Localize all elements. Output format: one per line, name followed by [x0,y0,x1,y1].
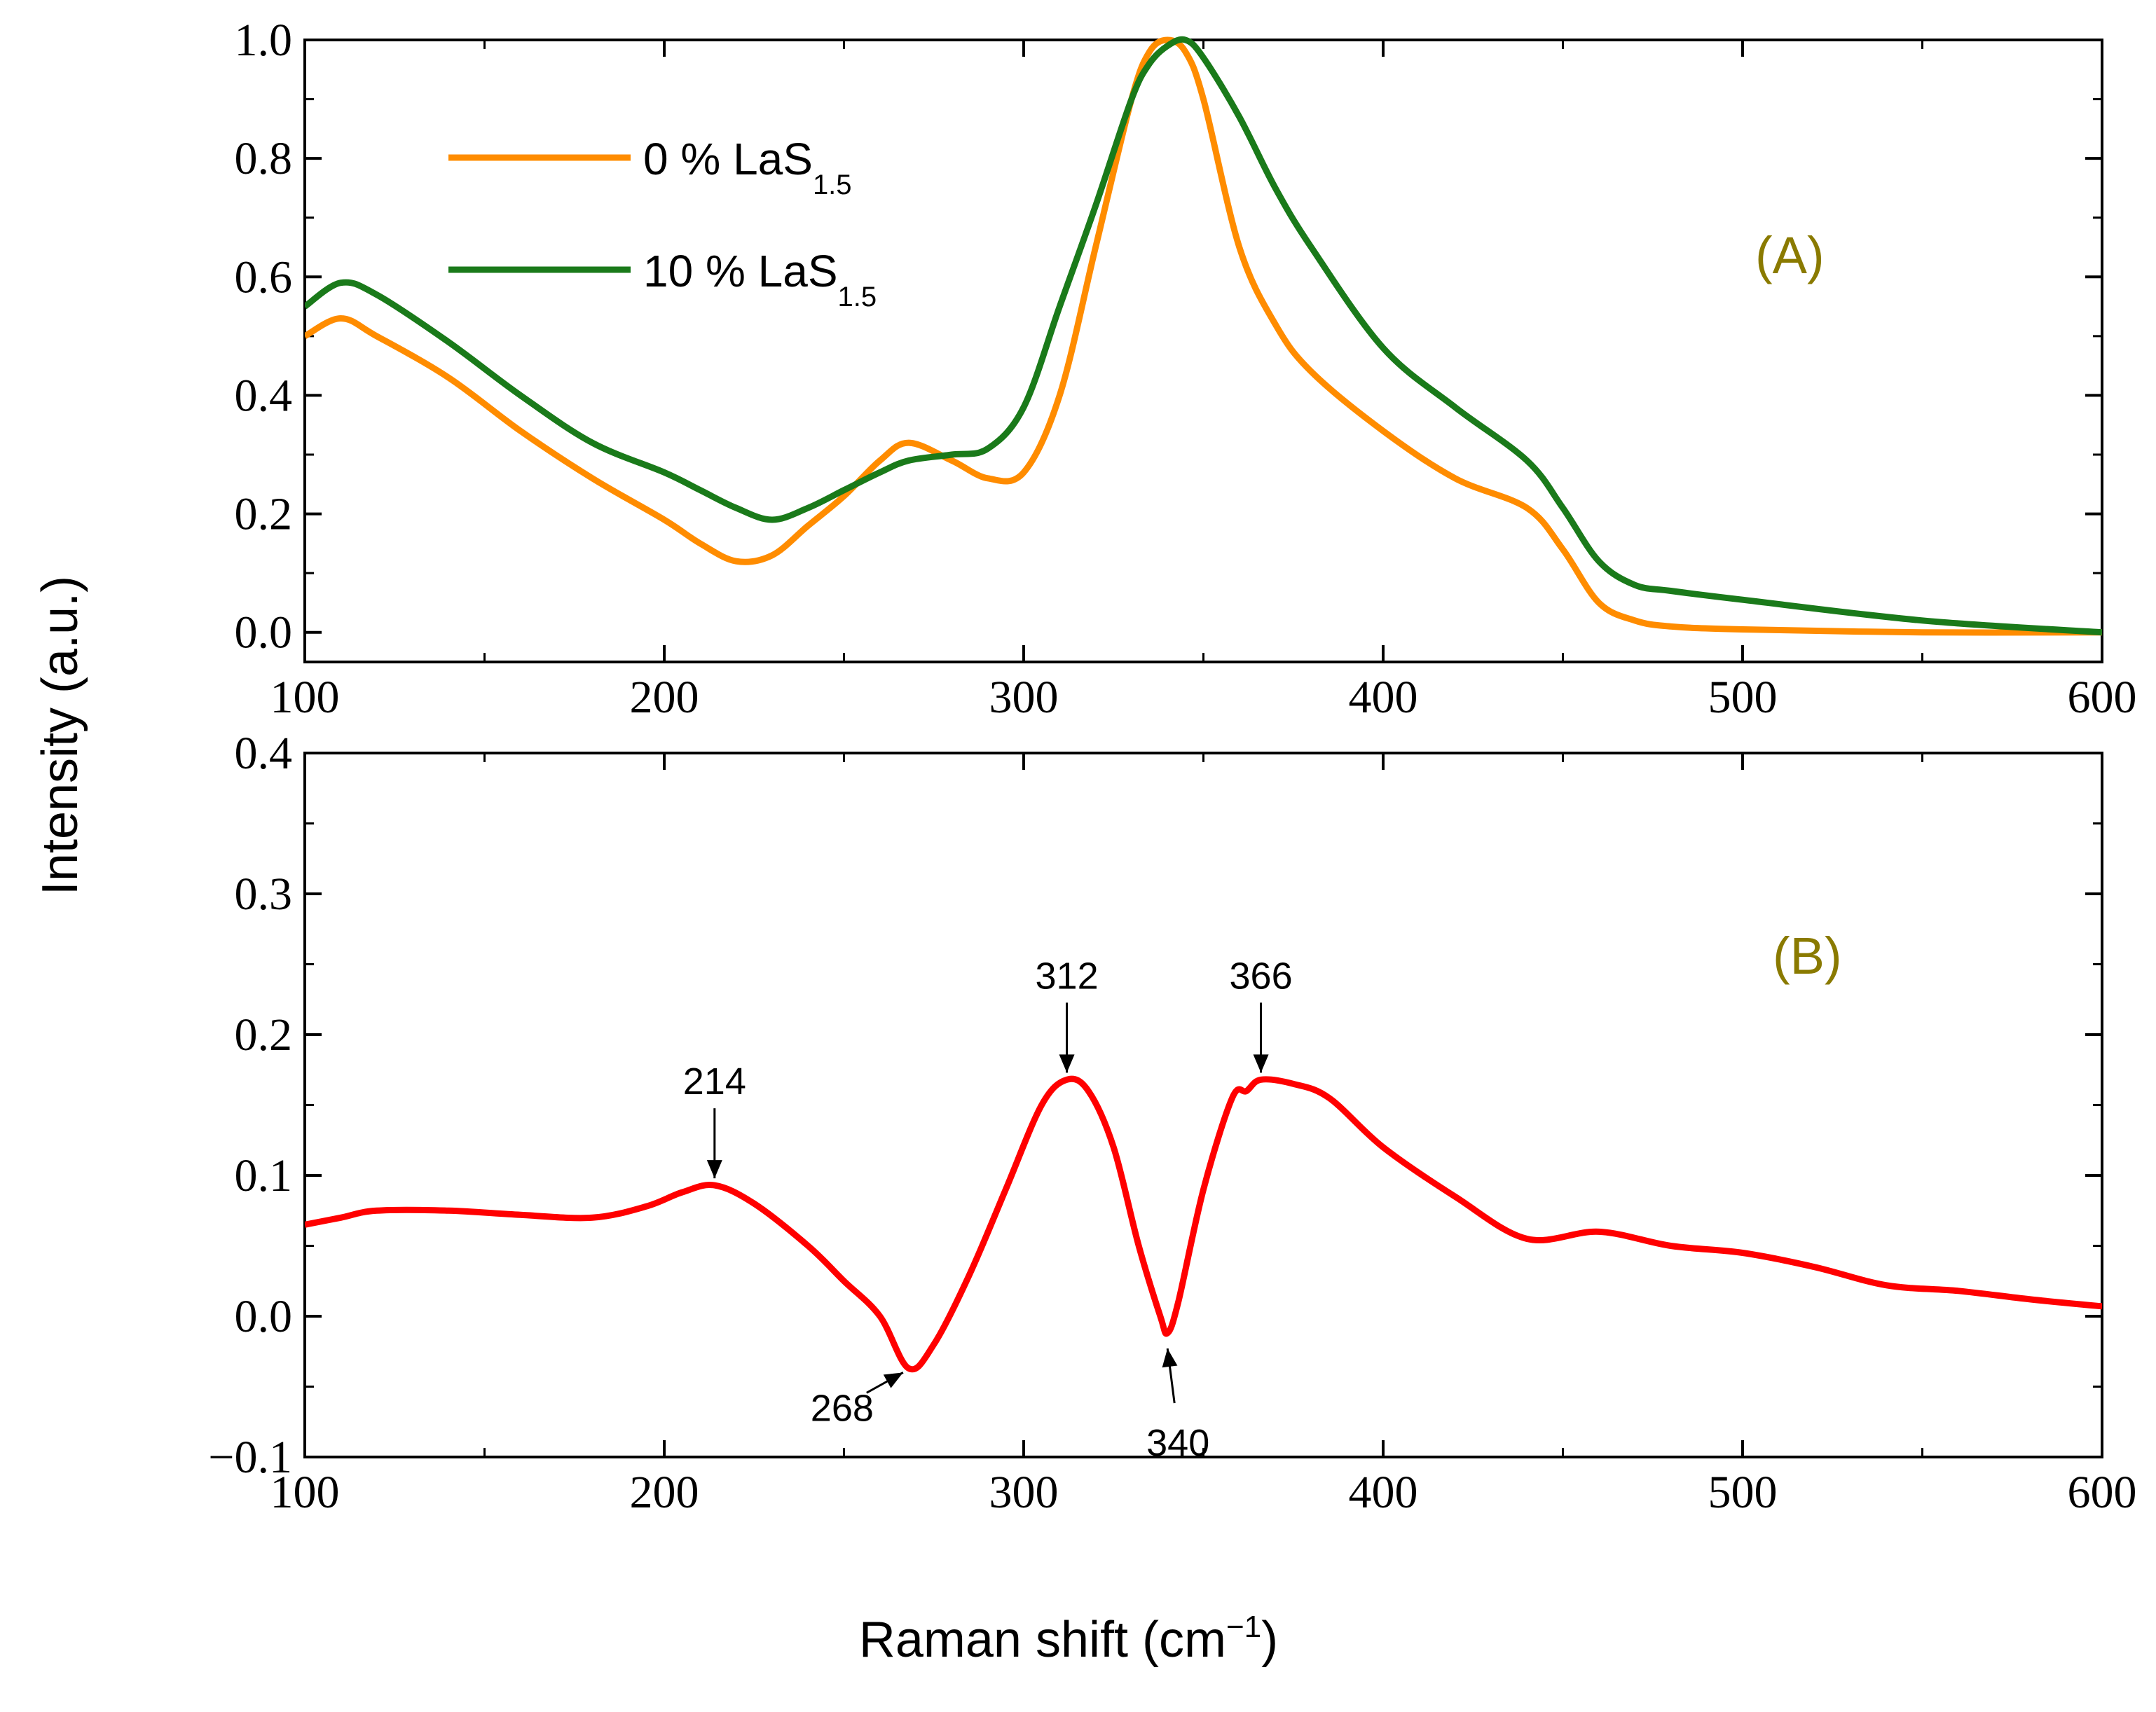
y-tick-label-b: 0.4 [235,728,293,779]
y-tick-label-b: 0.0 [235,1291,293,1342]
x-axis-title: Raman shift (cm−1) [859,1610,1278,1668]
annotation-arrowhead [706,1160,722,1179]
annotation-arrowhead [883,1372,903,1388]
y-tick-label-a: 0.4 [235,370,293,421]
legend-entry-1: 10 % LaS1.5 [643,246,877,312]
panel-b: 100 200 300 400 500 600 −0.1 0.0 0.1 0.2 0.3 0.4 (B)… [208,728,2136,1518]
x-tick-label-b: 600 [2068,1467,2137,1518]
annotation-label-214: 214 [683,1061,746,1103]
x-tick-label-a: 600 [2068,672,2137,723]
annotation-label-268: 268 [811,1387,874,1429]
plot-frame-b [303,752,2103,1458]
y-tick-label-b: −0.1 [208,1432,292,1483]
y-axis-title: Intensity (a.u.) [32,576,88,895]
annotation-arrowhead [1253,1054,1269,1073]
annotation-arrowhead [1059,1054,1075,1073]
series-line-a-0 [305,36,2102,636]
annotation-label-340: 340 [1146,1422,1209,1464]
y-tick-label-a: 0.8 [235,133,293,184]
x-tick-label-b: 500 [1708,1467,1778,1518]
x-tick-label-b: 400 [1349,1467,1418,1518]
legend-entry-0: 0 % LaS1.5 [643,134,852,200]
x-tick-label-a: 500 [1708,672,1778,723]
series-line-a-1 [305,36,2102,636]
x-tick-label-a: 200 [630,672,699,723]
x-tick-label-a: 400 [1349,672,1418,723]
y-tick-label-a: 1.0 [235,15,293,66]
y-tick-label-a: 0.0 [235,607,293,658]
x-tick-label-b: 300 [989,1467,1059,1518]
panel-label-b: (B) [1773,927,1842,985]
y-tick-label-a: 0.2 [235,489,293,540]
y-tick-label-b: 0.2 [235,1009,293,1061]
annotation-arrowhead [1162,1348,1178,1368]
panel-a: 100 200 300 400 500 600 0.0 0.2 0.4 0.6 0.8 1.0 (A) 0… [235,15,2137,723]
x-tick-label-b: 100 [270,1467,340,1518]
annotation-label-312: 312 [1036,955,1099,997]
y-tick-label-a: 0.6 [235,251,293,303]
y-tick-label-b: 0.1 [235,1150,293,1201]
y-tick-label-b: 0.3 [235,869,293,920]
x-tick-label-a: 100 [270,672,340,723]
panel-label-a: (A) [1755,226,1825,284]
annotation-label-366: 366 [1230,955,1293,997]
series-line-b-0 [305,1075,2102,1373]
x-tick-label-b: 200 [630,1467,699,1518]
plot-frame-a [303,39,2103,663]
x-tick-label-a: 300 [989,672,1059,723]
